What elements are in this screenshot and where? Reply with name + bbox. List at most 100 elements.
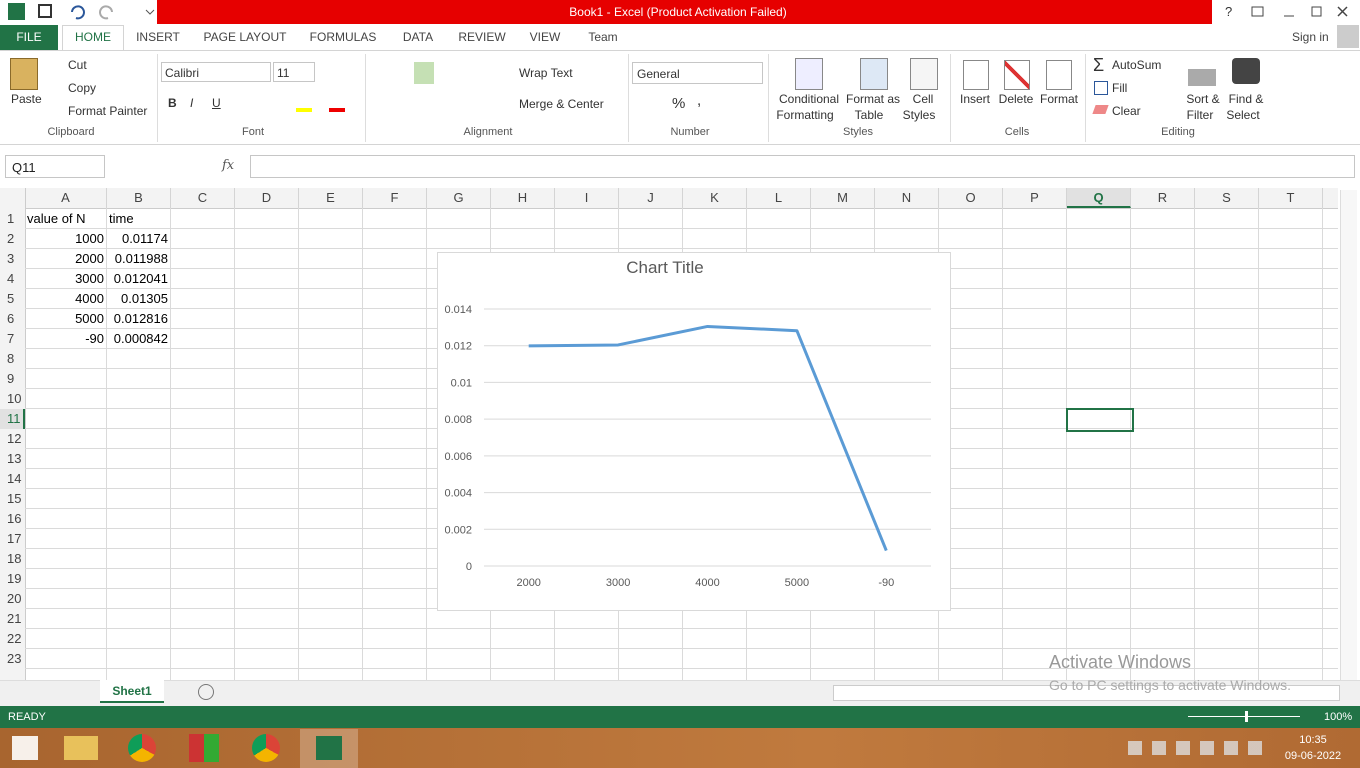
insert-button[interactable]: Insert [959, 92, 991, 106]
ribbon-tab[interactable]: VIEW [529, 30, 561, 44]
taskbar-app[interactable] [128, 734, 156, 762]
cell[interactable]: 3000 [75, 271, 104, 286]
column-header[interactable]: F [363, 188, 427, 208]
row-header[interactable]: 2 [7, 231, 15, 246]
column-header[interactable]: J [619, 188, 683, 208]
format-painter-button[interactable]: Format Painter [68, 104, 148, 118]
name-box[interactable]: Q11 [5, 155, 105, 178]
file-tab-bg[interactable] [0, 25, 58, 50]
font-size-box[interactable]: 11 [273, 62, 315, 82]
row-header[interactable]: 10 [7, 391, 22, 406]
row-header[interactable]: 18 [7, 551, 22, 566]
column-header[interactable]: O [939, 188, 1003, 208]
selected-cell[interactable] [1066, 408, 1134, 432]
italic-button[interactable]: I [190, 96, 194, 110]
cut-button[interactable]: Cut [68, 58, 87, 72]
zoom-level[interactable]: 100% [1324, 711, 1353, 723]
column-header[interactable]: T [1259, 188, 1323, 208]
cell[interactable]: 0.011988 [114, 251, 168, 266]
zoom-slider[interactable] [1188, 716, 1300, 717]
column-header[interactable]: P [1003, 188, 1067, 208]
ribbon-tab[interactable]: DATA [402, 30, 434, 44]
delete-button[interactable]: Delete [998, 92, 1034, 106]
row-header[interactable]: 9 [7, 371, 15, 386]
format-as-table[interactable]: Table [854, 108, 884, 122]
conditional-icon[interactable] [795, 58, 823, 90]
row-header[interactable]: 1 [7, 211, 15, 226]
zoom-thumb[interactable] [1245, 711, 1248, 722]
row-header[interactable]: 21 [7, 611, 22, 626]
row-header[interactable]: 15 [7, 491, 22, 506]
row-header[interactable]: 20 [7, 591, 22, 606]
taskbar-app[interactable] [252, 734, 280, 762]
cell[interactable]: time [109, 211, 134, 226]
column-header[interactable]: L [747, 188, 811, 208]
merge-center-button[interactable]: Merge & Center [519, 97, 604, 111]
format-icon[interactable] [1046, 60, 1072, 90]
cell[interactable]: 5000 [75, 311, 104, 326]
ribbon-tab[interactable]: INSERT [136, 30, 180, 44]
sort-filter[interactable]: Filter [1186, 108, 1214, 122]
cell[interactable]: value of N [27, 211, 86, 226]
cell[interactable]: 4000 [75, 291, 104, 306]
conditional-formatting[interactable]: Formatting [776, 108, 834, 122]
tray-icons[interactable] [1128, 741, 1268, 755]
find-select[interactable]: Find & [1228, 92, 1264, 106]
bold-button[interactable]: B [168, 96, 177, 110]
start-button[interactable] [12, 736, 38, 760]
embedded-chart[interactable]: Chart Title 0 0.002 0.004 0.006 0.008 0.01 0.0… [437, 252, 951, 611]
paste-button[interactable]: Paste [11, 92, 42, 106]
column-header[interactable]: B [107, 188, 171, 208]
column-header[interactable]: I [555, 188, 619, 208]
format-as-table[interactable]: Format as [845, 92, 901, 106]
fill-button[interactable]: Fill [1112, 81, 1128, 95]
column-header[interactable]: S [1195, 188, 1259, 208]
clear-button[interactable]: Clear [1112, 104, 1141, 118]
insert-icon[interactable] [963, 60, 989, 90]
column-header[interactable]: E [299, 188, 363, 208]
autosum-button[interactable]: AutoSum [1112, 58, 1162, 72]
quick-access[interactable] [66, 2, 156, 22]
formula-input[interactable] [250, 155, 1355, 178]
cell[interactable]: 0.012041 [113, 271, 168, 286]
new-sheet[interactable] [198, 684, 214, 700]
cell[interactable]: 0.000842 [113, 331, 168, 346]
taskbar-app[interactable] [316, 736, 342, 760]
ribbon-tab[interactable]: FILE [16, 30, 42, 44]
column-header[interactable]: H [491, 188, 555, 208]
cell[interactable]: -90 [85, 331, 104, 346]
row-header[interactable]: 14 [7, 471, 22, 486]
row-header[interactable]: 16 [7, 511, 22, 526]
taskbar-app[interactable] [189, 734, 219, 762]
row-header[interactable]: 5 [7, 291, 15, 306]
comma-button[interactable]: , [697, 92, 702, 109]
row-header[interactable]: 13 [7, 451, 22, 466]
conditional-formatting[interactable]: Conditional [778, 92, 840, 106]
row-header[interactable]: 6 [7, 311, 15, 326]
cell[interactable]: 1000 [75, 231, 104, 246]
window-controls[interactable] [1248, 2, 1358, 22]
ribbon-tab[interactable]: Team [588, 30, 618, 44]
cell-styles[interactable]: Styles [902, 108, 936, 122]
column-header[interactable]: Q [1067, 188, 1131, 208]
row-header[interactable]: 8 [7, 351, 15, 366]
font-name-box[interactable]: Calibri [161, 62, 271, 82]
ribbon-tab[interactable]: REVIEW [458, 30, 506, 44]
number-format-box[interactable]: General [632, 62, 763, 84]
align-bottom-active[interactable] [414, 62, 434, 84]
paste-icon[interactable] [10, 58, 38, 90]
row-header[interactable]: 11 [0, 409, 25, 429]
column-header[interactable]: D [235, 188, 299, 208]
vertical-scrollbar[interactable] [1340, 190, 1357, 680]
percent-button[interactable]: % [672, 95, 686, 112]
find-select[interactable]: Select [1226, 108, 1260, 122]
save-icon[interactable] [38, 4, 52, 18]
cell-styles-icon[interactable] [910, 58, 938, 90]
help-button[interactable]: ? [1225, 4, 1233, 19]
column-header[interactable]: A [25, 188, 107, 208]
table-icon[interactable] [860, 58, 888, 90]
horizontal-scrollbar[interactable] [833, 685, 1340, 701]
row-header[interactable]: 17 [7, 531, 22, 546]
row-header[interactable]: 4 [7, 271, 15, 286]
ribbon-tab[interactable]: PAGE LAYOUT [203, 30, 287, 44]
